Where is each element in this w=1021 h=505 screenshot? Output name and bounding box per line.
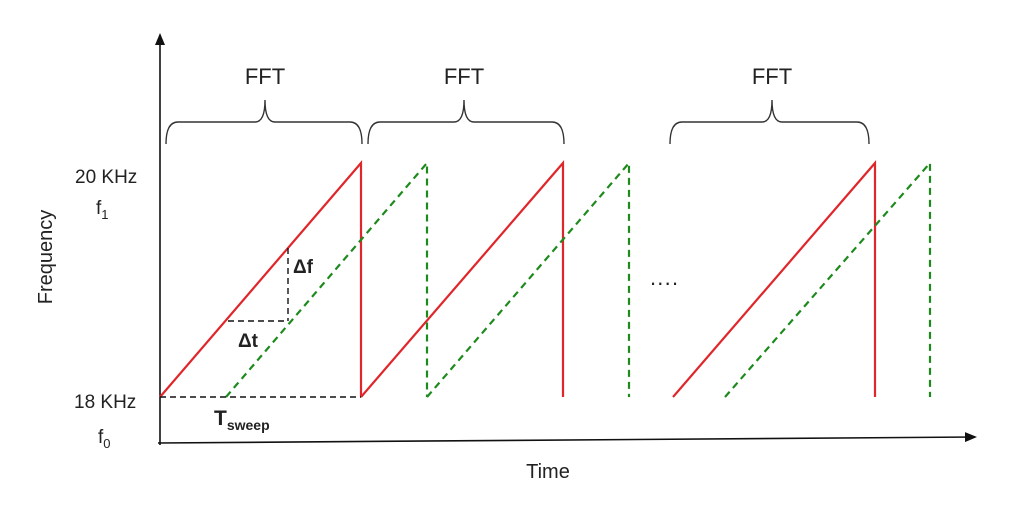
delta-f-label: Δf: [293, 257, 314, 278]
fft-label-3: FFT: [752, 64, 792, 89]
transmitted-sweep-2: [360, 160, 565, 398]
bottom-frequency-label: 18 KHz: [74, 392, 136, 413]
delta-t-label: Δt: [238, 331, 259, 352]
fft-brace-3: [669, 99, 870, 145]
fft-label-2: FFT: [444, 64, 484, 89]
transmitted-sweep-3: [672, 160, 877, 398]
bottom-frequency-symbol-main: f: [98, 427, 104, 448]
top-frequency-symbol-main: f: [96, 198, 102, 219]
transmitted-sweep-1: [159, 160, 363, 398]
x-axis: [157, 432, 977, 444]
top-frequency-symbol-sub: 1: [101, 207, 108, 222]
top-frequency-symbol: f1: [96, 198, 109, 222]
received-sweep-3: [724, 160, 932, 398]
fft-label-1: FFT: [245, 64, 285, 89]
fft-brace-2: [367, 99, 565, 145]
t-sweep-sub: sweep: [227, 417, 270, 433]
t-sweep-main: T: [214, 407, 227, 430]
continuation-ellipsis: ····: [649, 270, 678, 295]
y-axis-label: Frequency: [35, 210, 57, 305]
fft-brace-1: [165, 99, 363, 145]
bottom-frequency-symbol: f0: [98, 427, 111, 451]
received-sweep-1: [225, 160, 429, 398]
bottom-frequency-symbol-sub: 0: [103, 436, 110, 451]
received-sweep-2: [426, 160, 631, 398]
x-axis-label: Time: [526, 461, 570, 483]
t-sweep-label: Tsweep: [214, 407, 270, 433]
top-frequency-label: 20 KHz: [75, 167, 137, 188]
